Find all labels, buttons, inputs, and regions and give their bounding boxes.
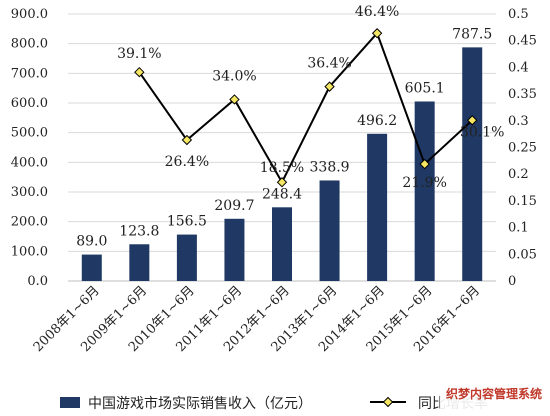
bar-value-label: 605.1: [405, 80, 445, 96]
growth-point: [419, 158, 430, 170]
growth-point: [276, 177, 288, 188]
y-left-tick-label: 800.0: [11, 37, 48, 52]
bar: [129, 244, 150, 281]
legend-label-bars: 中国游戏市场实际销售收入（亿元）: [88, 395, 312, 412]
y-left-tick-label: 400.0: [11, 155, 48, 170]
y-right-tick-label: 0.25: [508, 141, 537, 156]
bar-value-label: 156.5: [167, 214, 207, 230]
growth-point: [467, 115, 478, 126]
y-right-tick-label: 0.35: [508, 87, 537, 102]
watermark-text: 织梦内容管理系统: [446, 386, 542, 401]
y-right-tick-label: 0.4: [508, 60, 529, 75]
bar: [81, 254, 102, 281]
bar-value-label: 209.7: [214, 198, 254, 214]
y-left-tick-label: 200.0: [11, 215, 48, 230]
growth-value-label: 18.5%: [260, 160, 304, 176]
bar: [176, 234, 197, 281]
growth-value-label: 34.0%: [212, 68, 256, 84]
growth-value-label: 39.1%: [117, 46, 161, 62]
bar-value-label: 248.4: [262, 186, 302, 202]
y-left-tick-label: 700.0: [11, 66, 48, 81]
y-left-tick-label: 500.0: [11, 126, 48, 141]
growth-point: [371, 28, 383, 39]
y-left-tick-label: 600.0: [11, 96, 48, 111]
growth-value-label: 26.4%: [165, 154, 209, 170]
y-right-tick-label: 0.15: [508, 194, 537, 209]
growth-value-label: 46.4%: [355, 4, 399, 20]
watermark-bg: [440, 378, 548, 412]
bar: [272, 207, 292, 281]
y-right-tick-label: 0.5: [508, 7, 529, 22]
y-right-tick-label: 0.3: [508, 114, 529, 129]
y-right-tick-label: 0.45: [508, 34, 537, 49]
legend-swatch-bars: [60, 397, 80, 408]
y-right-tick-label: 0.2: [508, 167, 529, 182]
growth-point: [229, 94, 240, 105]
growth-value-label: 30.1%: [460, 124, 504, 140]
growth-value-label: 36.4%: [307, 56, 351, 72]
bar: [414, 101, 435, 281]
bar-value-label: 338.9: [310, 159, 350, 175]
bar-value-label: 496.2: [357, 113, 397, 129]
growth-point: [324, 81, 335, 92]
growth-point: [181, 134, 193, 146]
y-right-tick-label: 0.1: [508, 221, 529, 236]
bar: [224, 218, 245, 281]
growth-value-label: 21.9%: [402, 175, 446, 191]
bar-value-label: 89.0: [76, 234, 107, 250]
y-left-tick-label: 300.0: [11, 185, 48, 200]
legend-swatch-marker: [382, 396, 394, 408]
y-right-tick-label: 0: [508, 274, 516, 289]
bar-value-label: 787.5: [452, 26, 492, 42]
y-left-tick-label: 100.0: [11, 244, 48, 259]
bar-value-label: 123.8: [119, 223, 159, 239]
y-right-tick-label: 0.05: [508, 247, 537, 262]
bar: [462, 47, 483, 281]
bar: [319, 180, 340, 281]
y-left-tick-label: 0.0: [27, 274, 48, 289]
growth-line: [138, 31, 473, 185]
y-left-tick-label: 900.0: [11, 7, 48, 22]
bar: [367, 133, 388, 281]
growth-point: [134, 66, 145, 78]
